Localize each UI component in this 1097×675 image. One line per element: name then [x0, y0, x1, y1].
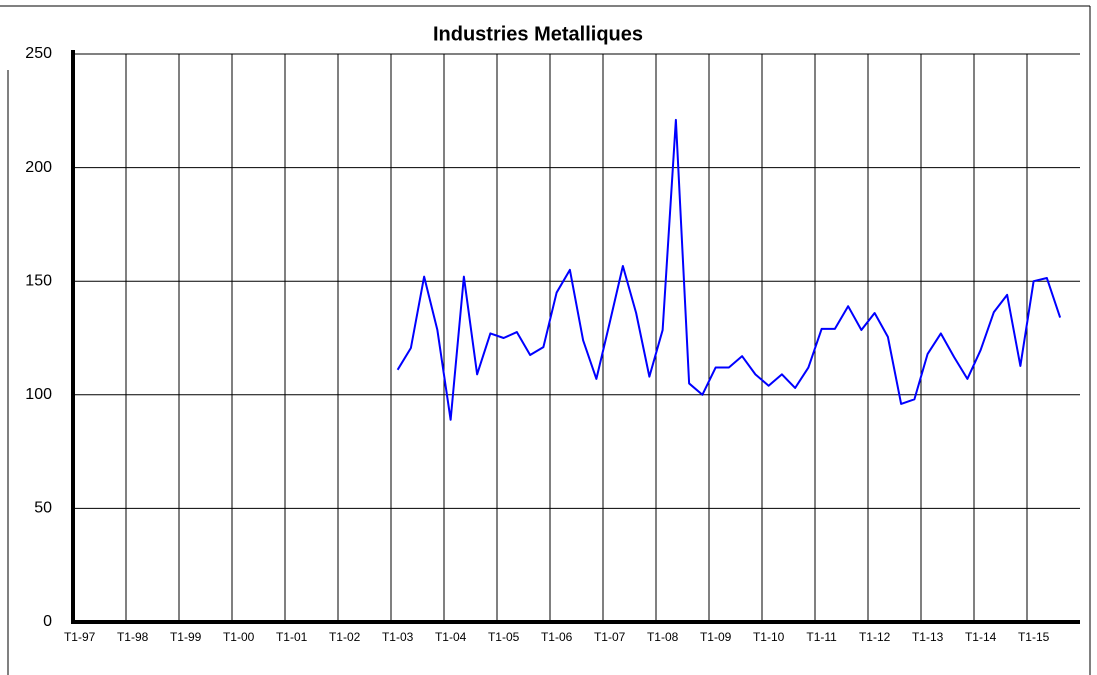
x-tick-label: T1-08 — [647, 630, 679, 644]
y-tick-label: 150 — [25, 272, 52, 289]
x-tick-label: T1-01 — [276, 630, 308, 644]
y-tick-label: 250 — [25, 45, 52, 62]
x-tick-label: T1-14 — [965, 630, 997, 644]
x-tick-label: T1-11 — [806, 630, 837, 644]
x-tick-label: T1-15 — [1018, 630, 1050, 644]
x-tick-label: T1-02 — [329, 630, 361, 644]
x-tick-label: T1-00 — [223, 630, 255, 644]
x-tick-label: T1-05 — [488, 630, 520, 644]
y-tick-label: 100 — [25, 386, 52, 403]
x-tick-label: T1-09 — [700, 630, 732, 644]
x-tick-label: T1-03 — [382, 630, 414, 644]
y-tick-label: 50 — [34, 500, 52, 517]
y-tick-label: 200 — [25, 159, 52, 176]
x-tick-label: T1-97 — [64, 630, 96, 644]
x-tick-label: T1-99 — [170, 630, 202, 644]
x-tick-label: T1-13 — [912, 630, 944, 644]
x-tick-label: T1-10 — [753, 630, 785, 644]
x-tick-label: T1-98 — [117, 630, 149, 644]
chart-title: Industries Metalliques — [433, 23, 643, 45]
line-series — [396, 118, 1062, 421]
x-tick-label: T1-07 — [594, 630, 626, 644]
x-tick-label: T1-06 — [541, 630, 573, 644]
y-tick-label: 0 — [43, 613, 52, 630]
x-tick-label: T1-12 — [859, 630, 891, 644]
x-tick-label: T1-04 — [435, 630, 467, 644]
